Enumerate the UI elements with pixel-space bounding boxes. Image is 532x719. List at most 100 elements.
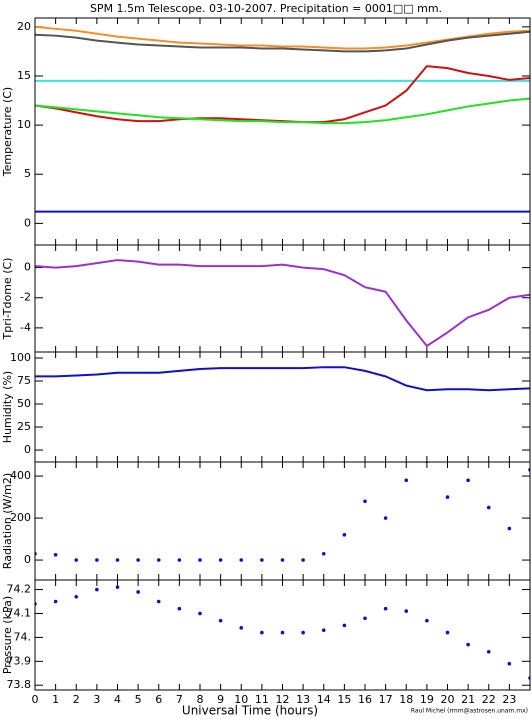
line: [35, 259, 530, 348]
x-tick-label: 19: [420, 693, 434, 706]
point: [321, 628, 326, 633]
point: [486, 649, 491, 654]
point: [466, 642, 470, 647]
point: [445, 630, 450, 635]
point: [260, 630, 264, 635]
y-tick-label: -2: [20, 291, 31, 304]
point: [136, 590, 140, 594]
y-tick-label: 73.8: [7, 678, 32, 691]
point: [404, 478, 409, 483]
point: [95, 587, 99, 592]
y-tick-label: 0: [24, 553, 31, 566]
point: [383, 516, 388, 520]
line: [35, 65, 530, 124]
line: [35, 97, 530, 125]
point: [280, 558, 285, 562]
x-tick-label: 8: [197, 693, 204, 706]
point: [445, 495, 450, 499]
x-axis-label: Universal Time (hours): [182, 704, 318, 718]
x-tick-label: 23: [502, 693, 516, 706]
y-tick-label: 0: [24, 216, 31, 229]
x-tick-label: 11: [255, 693, 269, 706]
point: [404, 609, 409, 613]
x-tick-label: 5: [135, 693, 142, 706]
panel-frame: [34, 461, 531, 581]
y-tick-label: 100: [10, 351, 31, 364]
x-tick-label: 4: [114, 693, 121, 706]
y-axis-label: Temperature (C): [1, 87, 14, 177]
y-tick-label: 5: [24, 167, 31, 180]
point: [115, 585, 120, 589]
x-tick-label: 3: [93, 693, 100, 706]
x-tick-label: 21: [461, 693, 475, 706]
point: [95, 558, 99, 562]
point: [156, 558, 161, 562]
point: [74, 558, 79, 562]
x-tick-label: 17: [379, 693, 393, 706]
line: [35, 25, 530, 50]
x-tick-label: 18: [399, 693, 413, 706]
x-tick-label: 20: [441, 693, 455, 706]
y-tick-label: 10: [17, 118, 31, 131]
x-tick-label: 12: [276, 693, 290, 706]
credit: Raul Michel (rmm@astrosen.unam.mx): [411, 708, 528, 715]
panel-frame: [34, 579, 531, 691]
y-tick-label: 15: [17, 69, 31, 82]
y-tick-label: 73.9: [7, 654, 32, 667]
x-tick-label: 15: [337, 693, 351, 706]
x-tick-label: 16: [358, 693, 372, 706]
point: [198, 611, 202, 616]
x-tick-label: 9: [217, 693, 224, 706]
y-tick-label: 74.1: [7, 606, 32, 619]
point: [507, 526, 512, 531]
point: [363, 616, 367, 621]
y-tick-label: 74.2: [7, 583, 32, 596]
point: [260, 558, 264, 562]
point: [239, 558, 244, 562]
y-axis-label: Radiation (W/m2): [1, 473, 14, 569]
point: [425, 618, 429, 623]
y-tick-label: 20: [17, 20, 31, 33]
point: [53, 553, 58, 557]
x-tick-label: 7: [176, 693, 183, 706]
point: [486, 505, 491, 510]
point: [53, 599, 58, 604]
point: [74, 594, 79, 599]
point: [177, 606, 182, 611]
point: [301, 558, 305, 562]
x-tick-label: 0: [32, 693, 39, 706]
point: [301, 630, 305, 635]
y-tick-label: 0: [24, 443, 31, 456]
point: [136, 558, 140, 562]
line: [35, 366, 530, 392]
point: [342, 533, 347, 537]
point: [218, 618, 223, 623]
point: [363, 499, 367, 504]
point: [156, 599, 161, 604]
point: [280, 630, 285, 635]
y-tick-label: 74.: [14, 630, 32, 643]
point: [218, 558, 223, 562]
y-axis-label: Humidity (%): [1, 371, 14, 443]
y-tick-label: 25: [17, 420, 31, 433]
x-tick-label: 13: [296, 693, 310, 706]
x-tick-label: 1: [52, 693, 59, 706]
x-tick-label: 2: [73, 693, 80, 706]
point: [507, 661, 512, 666]
x-tick-label: 6: [155, 693, 162, 706]
y-tick-label: 75: [17, 374, 31, 387]
x-tick-label: 10: [234, 693, 248, 706]
y-tick-label: 400: [10, 469, 31, 482]
x-tick-label: 14: [317, 693, 331, 706]
point: [115, 558, 120, 562]
point: [342, 623, 347, 628]
y-tick-label: 0: [24, 261, 31, 274]
point: [239, 626, 244, 630]
line: [35, 30, 530, 53]
y-axis-label: Pressure (kPa): [1, 596, 14, 674]
point: [383, 606, 388, 611]
point: [177, 558, 182, 562]
y-tick-label: 50: [17, 397, 31, 410]
title: SPM 1.5m Telescope. 03-10-2007. Precipit…: [90, 2, 442, 15]
